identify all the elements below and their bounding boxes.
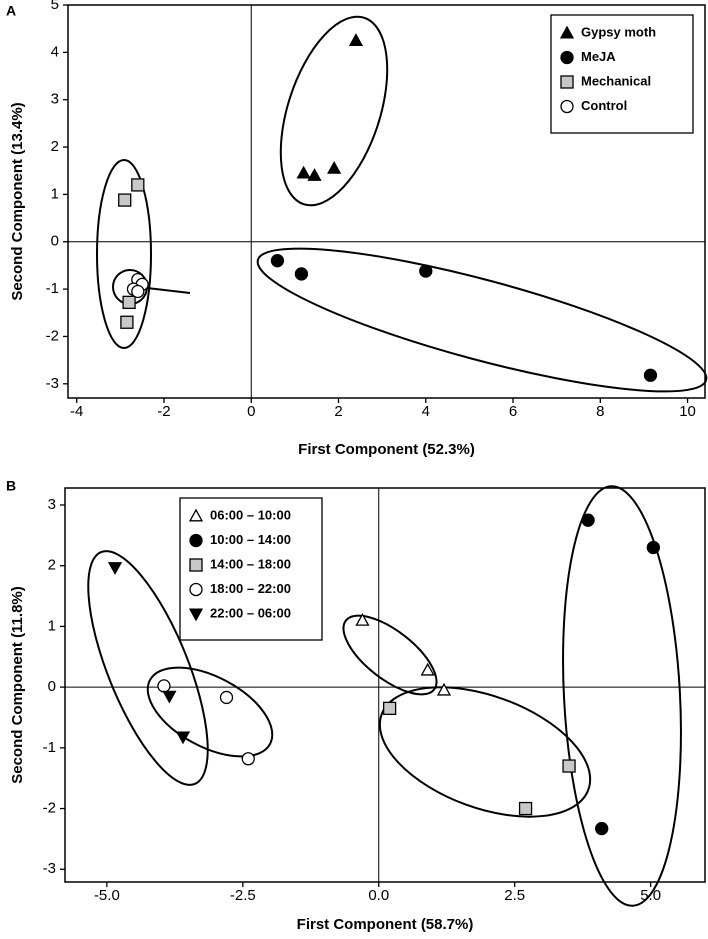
panel-label: A [6,3,16,19]
panel-label: B [6,478,16,494]
y-tick-label: 1 [48,617,56,634]
marker-triangle [307,168,322,181]
y-axis-label: Second Component (11.8%) [9,586,26,784]
group-ellipse [279,15,389,207]
legend-label: Gypsy moth [581,24,656,39]
y-tick-label: 0 [51,233,59,250]
y-axis-label: Second Component (13.4%) [9,102,26,300]
marker-circle [219,690,234,705]
marker-triangle [436,682,452,696]
marker-circle [131,284,145,299]
marker-circle [294,267,309,281]
x-tick-label: 5.0 [640,887,661,904]
x-tick-label: 10 [679,403,696,420]
x-axis-label: First Component (58.7%) [297,916,474,933]
marker-square [120,315,134,329]
marker-circle [189,582,203,597]
y-tick-label: 4 [51,43,59,60]
marker-triangle-down [175,731,191,745]
x-tick-label: -2.5 [230,887,256,904]
marker-triangle [296,165,311,179]
plot-frame [67,4,706,399]
marker-triangle [348,33,364,46]
y-tick-label: -3 [46,375,59,392]
legend-label: 14:00 – 18:00 [210,556,291,571]
legend-label: 18:00 – 22:00 [210,581,291,596]
y-tick-label: -2 [46,327,59,344]
marker-circle [643,368,658,382]
y-tick-label: 3 [51,91,59,108]
legend-box [550,14,694,134]
marker-triangle-down [162,690,177,704]
marker-circle [241,752,255,766]
x-tick-label: 6 [509,403,517,420]
y-tick-label: 3 [48,496,56,513]
legend-label: Mechanical [581,73,651,88]
y-tick-label: 0 [48,678,56,695]
plot-frame [64,487,706,883]
x-tick-label: 0.0 [368,887,389,904]
group-ellipse [342,614,438,696]
group-ellipse [87,550,209,786]
marker-square [131,178,145,192]
legend-label: Control [581,98,627,113]
y-tick-label: 2 [48,557,56,574]
x-tick-label: 2 [334,403,342,420]
marker-triangle [559,25,575,39]
connector [146,287,191,294]
group-ellipse [146,666,274,758]
marker-square [118,193,132,207]
legend-box [179,497,323,641]
marker-triangle-down [188,608,204,622]
x-tick-label: 4 [422,403,430,420]
marker-circle [581,513,595,527]
group-ellipse [256,247,708,393]
legend-label: 10:00 – 14:00 [210,532,291,547]
marker-triangle [188,508,204,522]
x-tick-label: -4 [70,403,83,420]
marker-circle [419,264,433,278]
marker-circle [157,679,171,693]
marker-triangle [327,161,342,174]
legend-label: 22:00 – 06:00 [210,605,291,620]
group-ellipse [96,159,152,349]
marker-square [560,75,574,89]
y-tick-label: 5 [51,0,59,13]
marker-circle [270,254,285,268]
y-tick-label: -2 [43,800,56,817]
marker-square [122,295,136,310]
x-tick-label: 0 [247,403,255,420]
y-tick-label: -3 [43,860,56,877]
y-tick-label: -1 [43,739,56,756]
y-tick-label: 2 [51,138,59,155]
marker-circle [189,533,203,548]
x-tick-label: -2 [157,403,170,420]
y-tick-label: -1 [46,280,59,297]
x-tick-label: 2.5 [504,887,525,904]
marker-circle [646,540,660,555]
marker-triangle-down [107,562,123,575]
marker-square [518,801,533,816]
x-tick-label: 8 [596,403,604,420]
marker-square [189,558,203,572]
legend-label: MeJA [581,49,616,64]
marker-circle [560,99,574,114]
x-tick-label: -5.0 [94,887,120,904]
marker-circle [560,50,574,65]
marker-circle [595,821,609,836]
legend-label: 06:00 – 10:00 [210,507,291,522]
group-ellipse [378,686,592,818]
y-tick-label: 1 [51,185,59,202]
marker-square [562,759,576,773]
marker-triangle [420,662,435,676]
x-axis-label: First Component (52.3%) [298,441,475,458]
group-ellipse [562,485,682,907]
marker-square [382,701,397,716]
marker-triangle [355,613,370,626]
